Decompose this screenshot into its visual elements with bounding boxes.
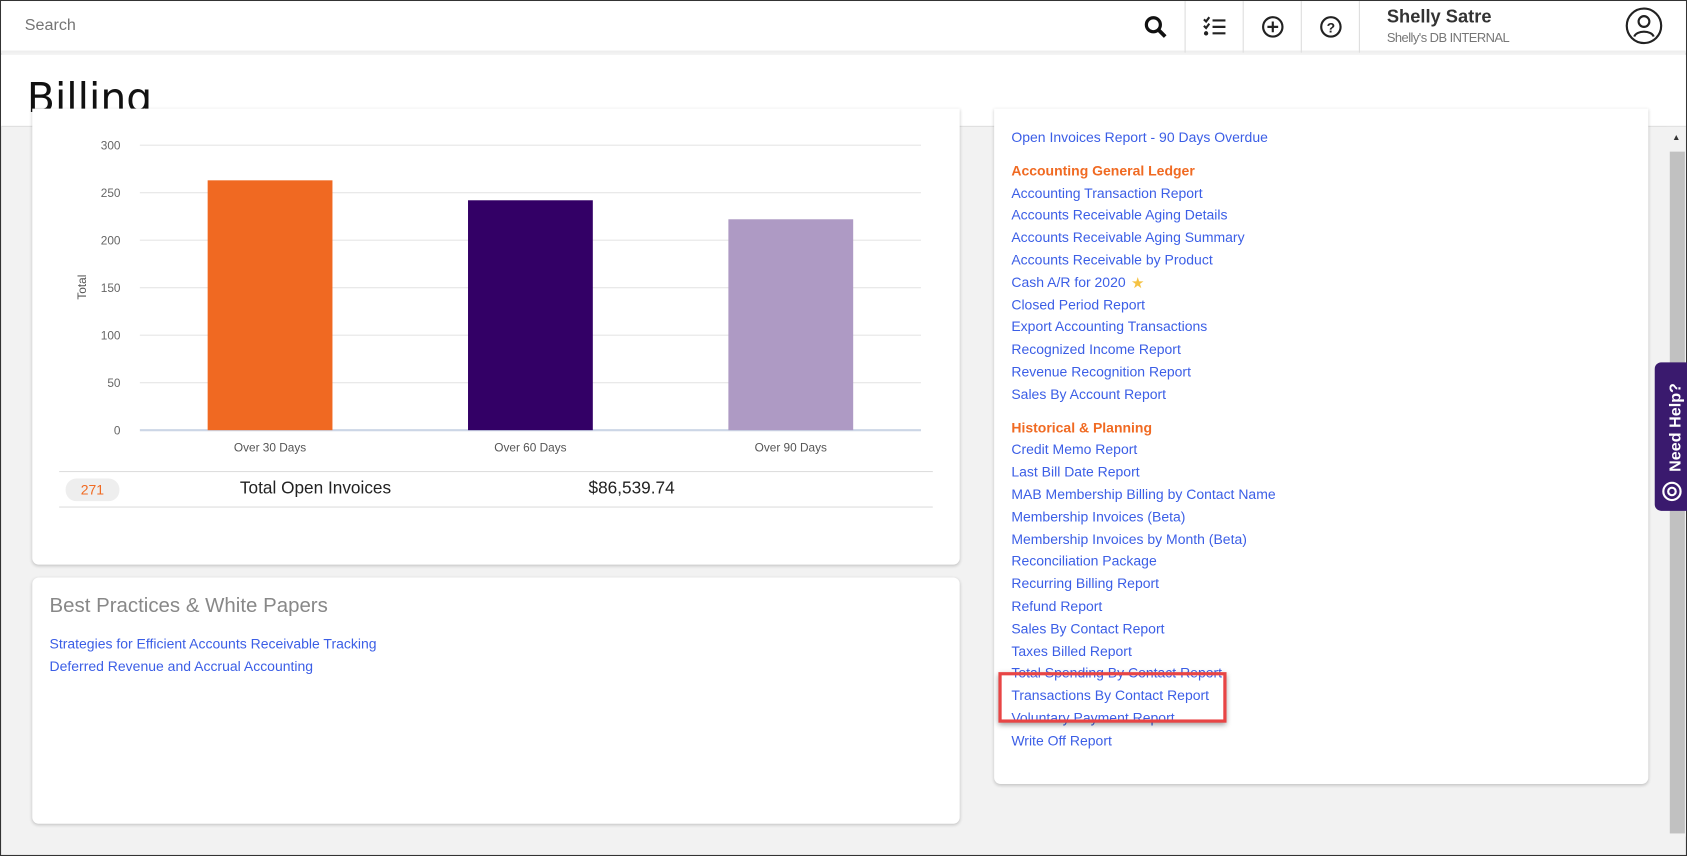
divider [1358, 1, 1360, 53]
best-practices-card: Best Practices & White Papers Strategies… [32, 577, 960, 824]
report-link[interactable]: Taxes Billed Report [1011, 642, 1132, 659]
report-link[interactable]: MAB Membership Billing by Contact Name [1011, 486, 1276, 503]
report-link[interactable]: Reconciliation Package [1011, 553, 1157, 570]
avatar-icon[interactable] [1625, 7, 1663, 45]
lifebuoy-icon [1662, 481, 1682, 502]
y-tick-label: 200 [101, 233, 121, 247]
report-link[interactable]: Export Accounting Transactions [1011, 318, 1208, 335]
user-menu[interactable]: Shelly Satre Shelly's DB INTERNAL [1386, 6, 1510, 46]
search-input[interactable] [24, 16, 671, 35]
bar [468, 200, 593, 431]
report-link[interactable]: Accounts Receivable by Product [1011, 251, 1213, 268]
report-link[interactable]: Membership Invoices (Beta) [1011, 508, 1186, 525]
y-tick-label: 100 [101, 328, 121, 342]
bar [207, 180, 333, 431]
report-link[interactable]: Cash A/R for 2020 [1011, 273, 1126, 291]
y-tick-label: 150 [101, 281, 121, 295]
best-practices-title: Best Practices & White Papers [49, 594, 328, 618]
report-link[interactable]: Accounting Transaction Report [1011, 184, 1203, 201]
highlight-box [998, 672, 1227, 723]
report-link[interactable]: Revenue Recognition Report [1011, 363, 1191, 380]
search-icon[interactable] [1126, 1, 1184, 53]
scroll-up-arrow[interactable]: ▲ [1671, 132, 1681, 142]
report-link[interactable]: Sales By Contact Report [1011, 620, 1165, 637]
report-link[interactable]: Last Bill Date Report [1011, 463, 1140, 480]
user-name: Shelly Satre [1386, 6, 1492, 27]
y-axis-label: Total [75, 275, 89, 300]
aging-chart-card: 0 50 100 150 200 250 300 Total Over 30 Days Over … [32, 108, 960, 565]
report-section-title: Historical & Planning [1011, 418, 1153, 436]
report-section-title: Accounting General Ledger [1011, 162, 1195, 179]
y-tick-label: 300 [101, 138, 121, 152]
star-icon[interactable]: ★ [1131, 273, 1145, 292]
bar [728, 219, 854, 431]
report-link[interactable]: Accounts Receivable Aging Details [1011, 206, 1228, 224]
report-link[interactable]: Credit Memo Report [1011, 441, 1138, 458]
y-tick-label: 250 [101, 186, 121, 200]
summary-amount: $86,539.74 [588, 479, 675, 498]
y-tick-label: 0 [114, 423, 121, 437]
need-help-label: Need Help? [1666, 383, 1685, 472]
y-tick-label: 50 [107, 376, 121, 390]
summary-label: Total Open Invoices [239, 479, 392, 498]
user-database: Shelly's DB INTERNAL [1386, 30, 1510, 46]
top-bar: ? Shelly Satre Shelly's DB INTERNAL [1, 1, 1686, 53]
report-link[interactable]: Recurring Billing Report [1011, 575, 1160, 592]
white-paper-link[interactable]: Strategies for Efficient Accounts Receiv… [49, 635, 377, 652]
report-link[interactable]: Closed Period Report [1011, 296, 1146, 313]
invoice-count-badge: 271 [65, 478, 120, 502]
add-icon[interactable] [1242, 1, 1301, 53]
help-icon[interactable]: ? [1300, 1, 1359, 53]
report-link[interactable]: Accounts Receivable Aging Summary [1011, 229, 1245, 246]
x-tick-label: Over 90 Days [755, 441, 827, 455]
svg-text:?: ? [1326, 19, 1335, 35]
report-link[interactable]: Sales By Account Report [1011, 385, 1167, 402]
report-link[interactable]: Recognized Income Report [1011, 341, 1181, 358]
x-tick-label: Over 60 Days [494, 441, 566, 455]
report-link[interactable]: Write Off Report [1011, 732, 1112, 749]
x-tick-label: Over 30 Days [234, 441, 306, 455]
reports-card: Open Invoices Report - 90 Days Overdue Ac… [994, 108, 1649, 784]
report-link[interactable]: Open Invoices Report - 90 Days Overdue [1011, 129, 1268, 146]
aging-bar-chart: 0 50 100 150 200 250 300 Total Over 30 Days Over … [75, 138, 921, 455]
need-help-tab[interactable]: Need Help? [1654, 362, 1687, 511]
white-paper-link[interactable]: Deferred Revenue and Accrual Accounting [49, 658, 314, 675]
report-link[interactable]: Transactions By Contact Report [1011, 687, 1210, 704]
checklist-icon[interactable] [1184, 1, 1243, 53]
summary-row: 271 Total Open Invoices $86,539.74 [59, 471, 933, 508]
report-link[interactable]: Membership Invoices by Month (Beta) [1011, 530, 1247, 547]
report-link[interactable]: Refund Report [1011, 597, 1103, 614]
